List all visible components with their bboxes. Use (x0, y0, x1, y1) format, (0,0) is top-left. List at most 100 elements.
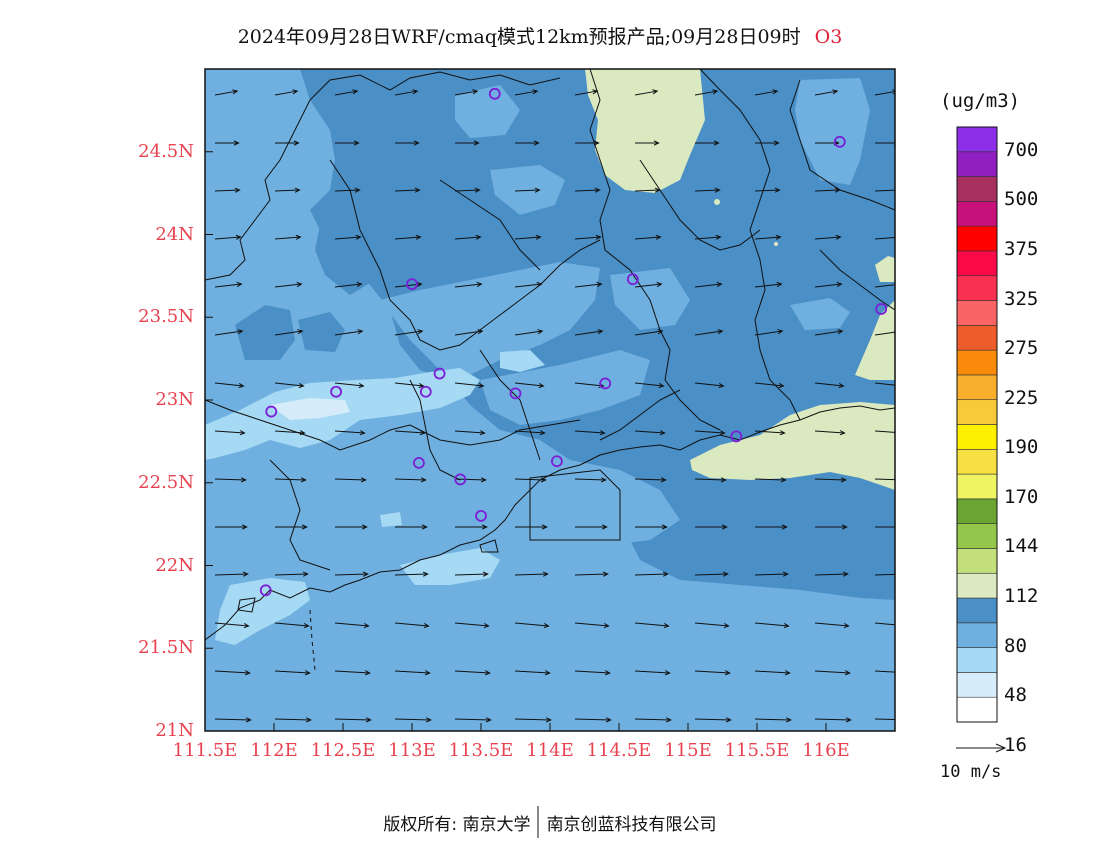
lon-label: 114.5E (586, 740, 652, 761)
wind-vector (454, 234, 482, 240)
wind-vector (454, 430, 486, 436)
stations-layer (259, 87, 888, 597)
wind-vector (694, 717, 732, 723)
wind-vector (514, 571, 549, 577)
wind-vector (214, 329, 244, 336)
wind-vector (574, 281, 603, 288)
wind-vector (514, 187, 541, 193)
wind-vector (694, 571, 729, 577)
wind-vector (454, 477, 487, 483)
city-boundary (269, 459, 331, 571)
wind-vector (574, 187, 601, 193)
wind-vector (334, 622, 370, 629)
wind-vector (874, 622, 895, 626)
coastline-island (479, 539, 499, 553)
colorbar-segment (956, 151, 998, 177)
station-marker (412, 456, 425, 469)
wind-vector (514, 622, 550, 629)
wind-vector (574, 89, 599, 96)
wind-vector (874, 478, 895, 481)
wind-vector (394, 329, 424, 336)
wind-vector (275, 524, 308, 530)
colorbar-label: 170 (1004, 485, 1039, 508)
maritime-line (309, 609, 316, 671)
wind-vector (274, 717, 312, 723)
wind-vector (874, 284, 895, 288)
city-boundary (205, 399, 581, 451)
field-patch (520, 460, 680, 545)
colorbar-frame (956, 126, 998, 723)
chart-title: 2024年09月28日WRF/cmaq模式12km预报产品;09月28日09时 O… (0, 22, 1080, 49)
wind-vector (694, 622, 730, 629)
field-patch (455, 85, 520, 138)
copyright: 版权所有: 南京大学 南京创蓝科技有限公司 (0, 810, 1100, 835)
lat-label: 24.5N (138, 140, 194, 162)
lat-label: 23N (155, 389, 194, 410)
colorbar-label: 190 (1004, 436, 1039, 459)
wind-vector (754, 89, 779, 96)
colorbar-label: 144 (1004, 535, 1039, 558)
wind-vector (754, 382, 785, 389)
title-pollutant: O3 (814, 26, 843, 48)
station-marker (730, 430, 743, 443)
wind-vector (634, 329, 664, 336)
boundaries (205, 69, 895, 671)
wind-vector (394, 382, 425, 389)
colorbar-label: 80 (1004, 634, 1027, 657)
colorbar-segment (956, 126, 998, 153)
wind-vector (454, 622, 490, 629)
wind-vector (754, 281, 783, 288)
wind-vector (454, 717, 492, 723)
city-boundary (479, 349, 541, 461)
wind-vector (814, 477, 847, 483)
wind-vector (274, 622, 310, 629)
lon-label: 113.5E (448, 740, 514, 761)
wind-vector (274, 430, 306, 436)
wind-vector (274, 670, 311, 676)
field-green-north (585, 69, 705, 193)
colorbar-segment (956, 300, 998, 326)
field-green-east3 (875, 256, 895, 282)
wind-vector (574, 477, 607, 483)
province-boundary (205, 71, 561, 281)
wind-vector (514, 329, 544, 336)
wind-vector (514, 382, 545, 389)
wind-vector (754, 234, 782, 240)
colorbar-label: 325 (1004, 287, 1039, 310)
field-green-east2 (855, 300, 895, 380)
lat-label: 21N (155, 720, 194, 741)
wind-vector (634, 670, 671, 676)
field-green-east (690, 402, 895, 490)
wind-vector (274, 329, 304, 336)
wind-vector (334, 670, 371, 676)
lon-label: 112.5E (310, 740, 376, 761)
wind-vector (394, 430, 426, 436)
wind-vector (335, 524, 368, 530)
colorbar-label: 225 (1004, 386, 1039, 409)
wind-vector (815, 524, 848, 530)
wind-vector (634, 477, 667, 483)
wind-vector (814, 622, 850, 629)
colorbar-segment (956, 548, 998, 574)
wind-vector (214, 187, 241, 193)
colorbar-segment (956, 325, 998, 351)
colorbar-segment (956, 672, 998, 698)
city-boundary (789, 79, 895, 211)
wind-vector (754, 329, 784, 336)
wind-vector (214, 477, 247, 483)
wind-vector (634, 281, 663, 288)
ref-arrow-head (995, 743, 1007, 753)
wind-vector (274, 234, 302, 240)
station-marker (509, 387, 522, 400)
colorbar-segment (956, 647, 998, 673)
lon-label: 114E (526, 740, 574, 761)
colorbar-segment (956, 473, 998, 500)
wind-vector (575, 524, 608, 530)
lon-label: 116E (802, 740, 850, 761)
wind-vector (454, 281, 483, 288)
wind-vector (874, 382, 895, 386)
colorbar-label: 112 (1004, 585, 1039, 608)
wind-vector (694, 670, 731, 676)
station-marker (330, 385, 343, 398)
wind-vector (634, 571, 669, 577)
